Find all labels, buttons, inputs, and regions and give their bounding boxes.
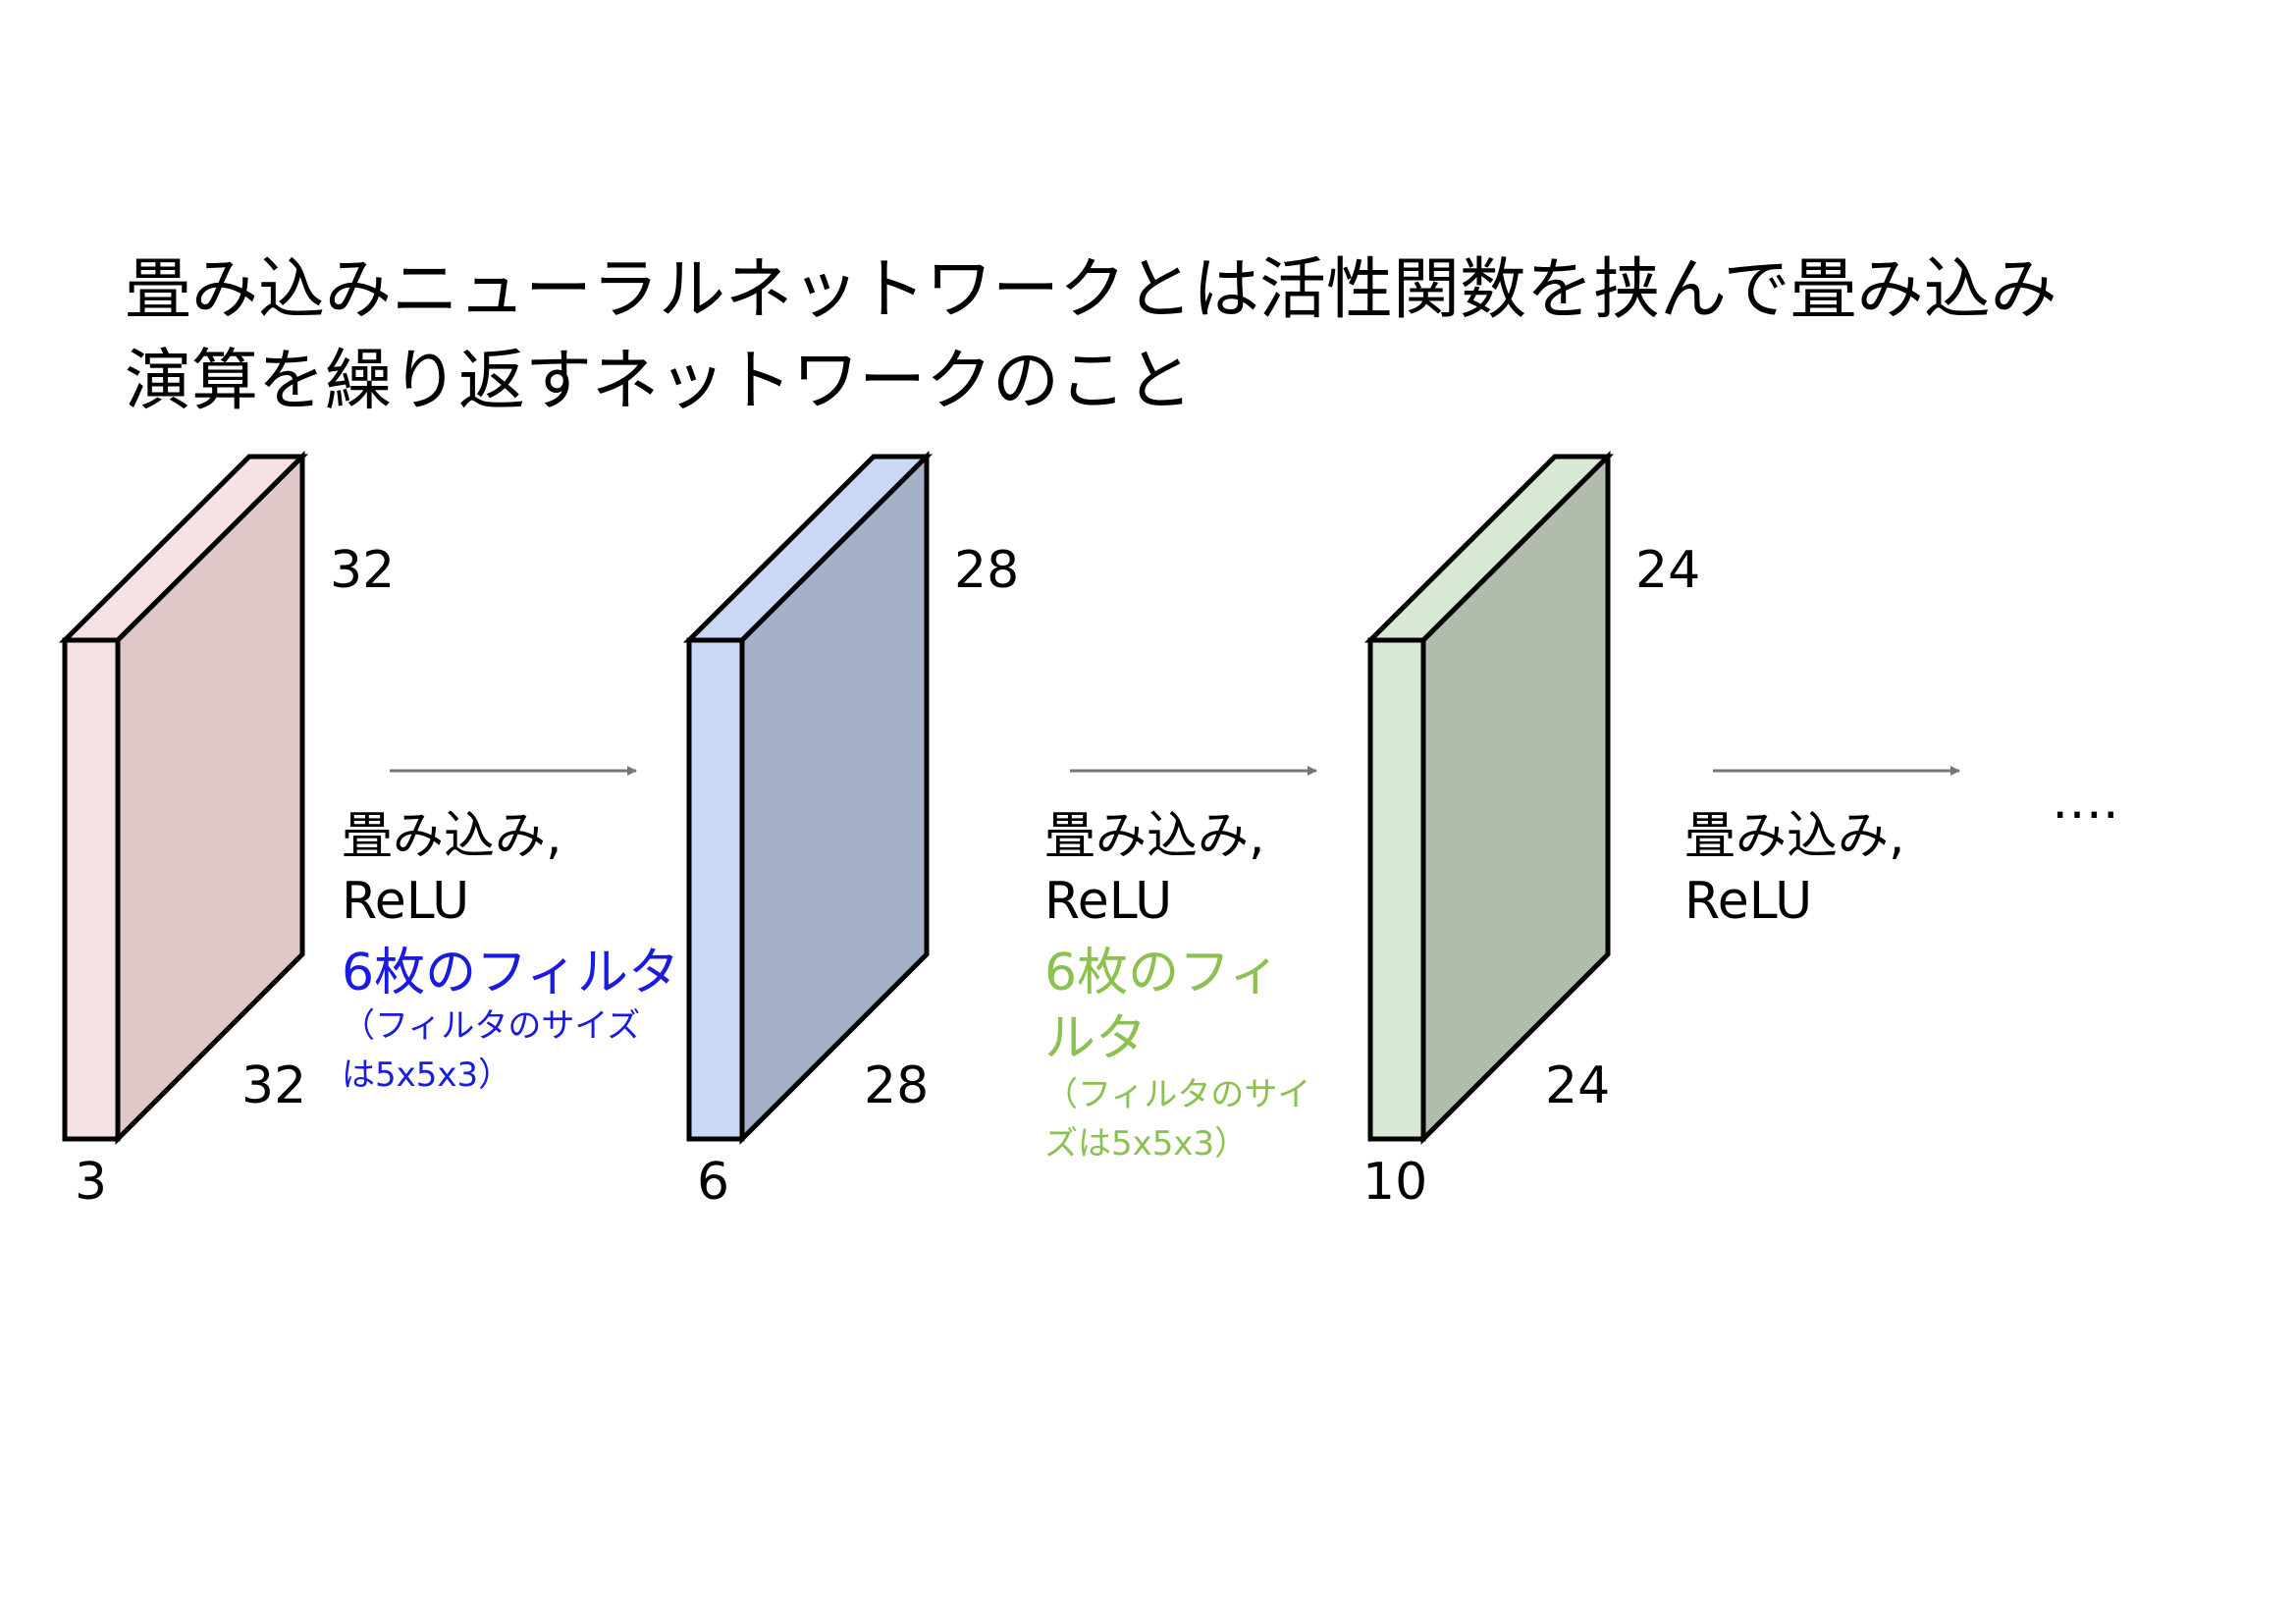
continuation-ellipsis: …. bbox=[2052, 772, 2119, 831]
layer1-height-label: 32 bbox=[330, 541, 396, 600]
op2-relu-label: ReLU bbox=[1044, 872, 1173, 931]
title-line-1: 畳み込みニューラルネットワークとは活性関数を挟んで畳み込み bbox=[125, 251, 2057, 329]
op3-relu-label: ReLU bbox=[1684, 872, 1813, 931]
layer2-height-label: 28 bbox=[954, 541, 1020, 600]
op3-conv-label: 畳み込み, bbox=[1684, 807, 1905, 866]
op1-filter-count: 6枚のフィルタ bbox=[342, 944, 680, 1002]
op2-filter-note-2: ズは5x5x3） bbox=[1044, 1124, 1249, 1164]
layer3-width-label: 24 bbox=[1545, 1056, 1611, 1115]
op1-filter-note-1: （フィルタのサイズ bbox=[342, 1006, 641, 1046]
layer1-width-label: 32 bbox=[241, 1056, 307, 1115]
op2-filter-count-line-1: 6枚のフィ bbox=[1044, 944, 1281, 1002]
op2-filter-count-line-2: ルタ bbox=[1044, 1009, 1148, 1068]
op2-filter-note-1: （フィルタのサイ bbox=[1044, 1075, 1311, 1114]
layer-block-3 bbox=[1363, 450, 1615, 1146]
layer3-height-label: 24 bbox=[1635, 541, 1701, 600]
layer2-front-face bbox=[686, 637, 745, 1142]
layer2-depth-label: 6 bbox=[697, 1153, 730, 1212]
layer1-front-face bbox=[62, 637, 121, 1142]
op1-relu-label: ReLU bbox=[342, 872, 470, 931]
op1-conv-label: 畳み込み, bbox=[342, 807, 562, 866]
layer1-depth-label: 3 bbox=[75, 1153, 108, 1212]
layer3-depth-label: 10 bbox=[1362, 1153, 1428, 1212]
layer3-front-face bbox=[1367, 637, 1426, 1142]
op2-conv-label: 畳み込み, bbox=[1044, 807, 1265, 866]
layer-block-1 bbox=[58, 450, 309, 1146]
op1-filter-note-2: は5x5x3） bbox=[342, 1056, 512, 1095]
layer2-width-label: 28 bbox=[864, 1056, 930, 1115]
title-line-2: 演算を繰り返すネットワークのこと bbox=[125, 343, 1194, 420]
layer-block-2 bbox=[682, 450, 934, 1146]
